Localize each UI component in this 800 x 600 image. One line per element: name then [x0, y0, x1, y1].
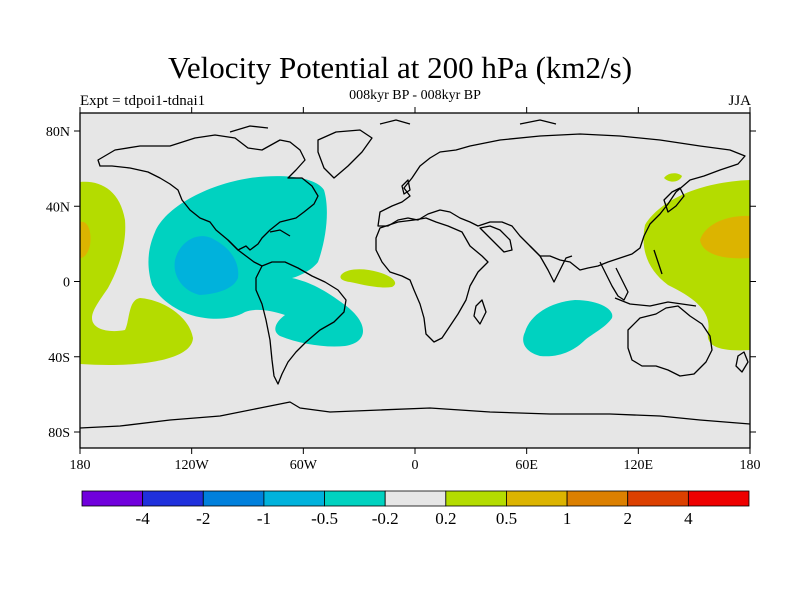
x-tick-label: 120E — [624, 458, 654, 473]
positive-region-atlantic — [340, 269, 396, 288]
coastline-indonesia — [614, 297, 697, 307]
colorbar-swatch — [263, 490, 325, 507]
colorbar-swatch — [142, 490, 204, 507]
coastline-africa — [375, 217, 489, 343]
negative-core-east-pacific — [174, 236, 239, 295]
colorbar-label: -0.2 — [372, 509, 399, 528]
y-tick-label: 40S — [48, 351, 70, 366]
y-tick-label: 40N — [46, 200, 70, 215]
coastline-caribbean — [269, 229, 291, 237]
x-tick-label: 0 — [412, 458, 419, 473]
coastline-southeast-asia — [599, 261, 629, 301]
coastline-japan — [663, 187, 685, 213]
page-title: Velocity Potential at 200 hPa (km2/s) — [167, 50, 633, 85]
coastline-eurasia — [377, 133, 746, 271]
coastline-arctic-islands — [229, 119, 557, 133]
positive-core-west-pacific — [700, 215, 750, 259]
coastline-india — [529, 245, 573, 283]
positive-region-east-pacific — [80, 181, 193, 365]
coastline-north-america — [97, 134, 319, 251]
colorbar-swatch — [202, 490, 265, 507]
y-tick-label: 0 — [63, 276, 70, 291]
coastline-arabia — [479, 225, 513, 253]
experiment-label: Expt = tdpoi1-tdnai1 — [80, 93, 206, 109]
colorbar-swatch — [627, 490, 689, 507]
x-axis: 180 120W 60W 0 60E 120E 180 — [70, 107, 761, 473]
colorbar-label: -2 — [196, 509, 210, 528]
positive-core-east-pacific — [80, 221, 91, 258]
coastline-british-isles — [401, 179, 411, 195]
coastline-philippines — [653, 249, 663, 275]
colorbar-swatch — [506, 490, 568, 507]
colorbar-swatch — [384, 490, 447, 507]
colorbar-label: 2 — [623, 509, 632, 528]
x-tick-label: 60W — [290, 458, 318, 473]
colorbar-label: 4 — [684, 509, 693, 528]
colorbar-label: -1 — [257, 509, 271, 528]
colorbar-swatch — [445, 490, 507, 507]
colorbar-label: -0.5 — [311, 509, 338, 528]
colorbar-swatch — [324, 490, 386, 507]
coastline-madagascar — [473, 299, 487, 325]
y-tick-label: 80S — [48, 426, 70, 441]
x-tick-label: 180 — [740, 458, 761, 473]
y-axis: 80N 40N 0 40S 80S — [46, 125, 756, 441]
colorbar-swatch — [687, 490, 750, 507]
negative-region-indian-ocean — [523, 300, 613, 357]
map-area — [80, 113, 750, 448]
colorbar-label: 0.5 — [496, 509, 517, 528]
x-tick-label: 180 — [70, 458, 91, 473]
colorbar: -4 -2 -1 -0.5 -0.2 0.2 0.5 1 2 4 — [81, 490, 750, 528]
coastline-greenland — [317, 129, 373, 179]
colorbar-swatch — [81, 490, 144, 507]
subtitle: 008kyr BP - 008kyr BP — [349, 88, 481, 103]
colorbar-swatch — [566, 490, 629, 507]
y-tick-label: 80N — [46, 125, 70, 140]
colorbar-label: -4 — [136, 509, 151, 528]
coastline-antarctica — [80, 401, 750, 429]
colorbar-label: 0.2 — [435, 509, 456, 528]
coastlines — [80, 119, 750, 429]
x-tick-label: 60E — [515, 458, 538, 473]
x-tick-label: 120W — [175, 458, 210, 473]
positive-spot-north-pacific — [664, 173, 682, 182]
coastline-central-america — [227, 239, 263, 267]
coastline-australia — [627, 305, 713, 377]
coastline-south-america — [255, 261, 347, 385]
coastline-new-zealand — [735, 351, 749, 373]
colorbar-label: 1 — [563, 509, 572, 528]
season-label: JJA — [728, 93, 751, 109]
